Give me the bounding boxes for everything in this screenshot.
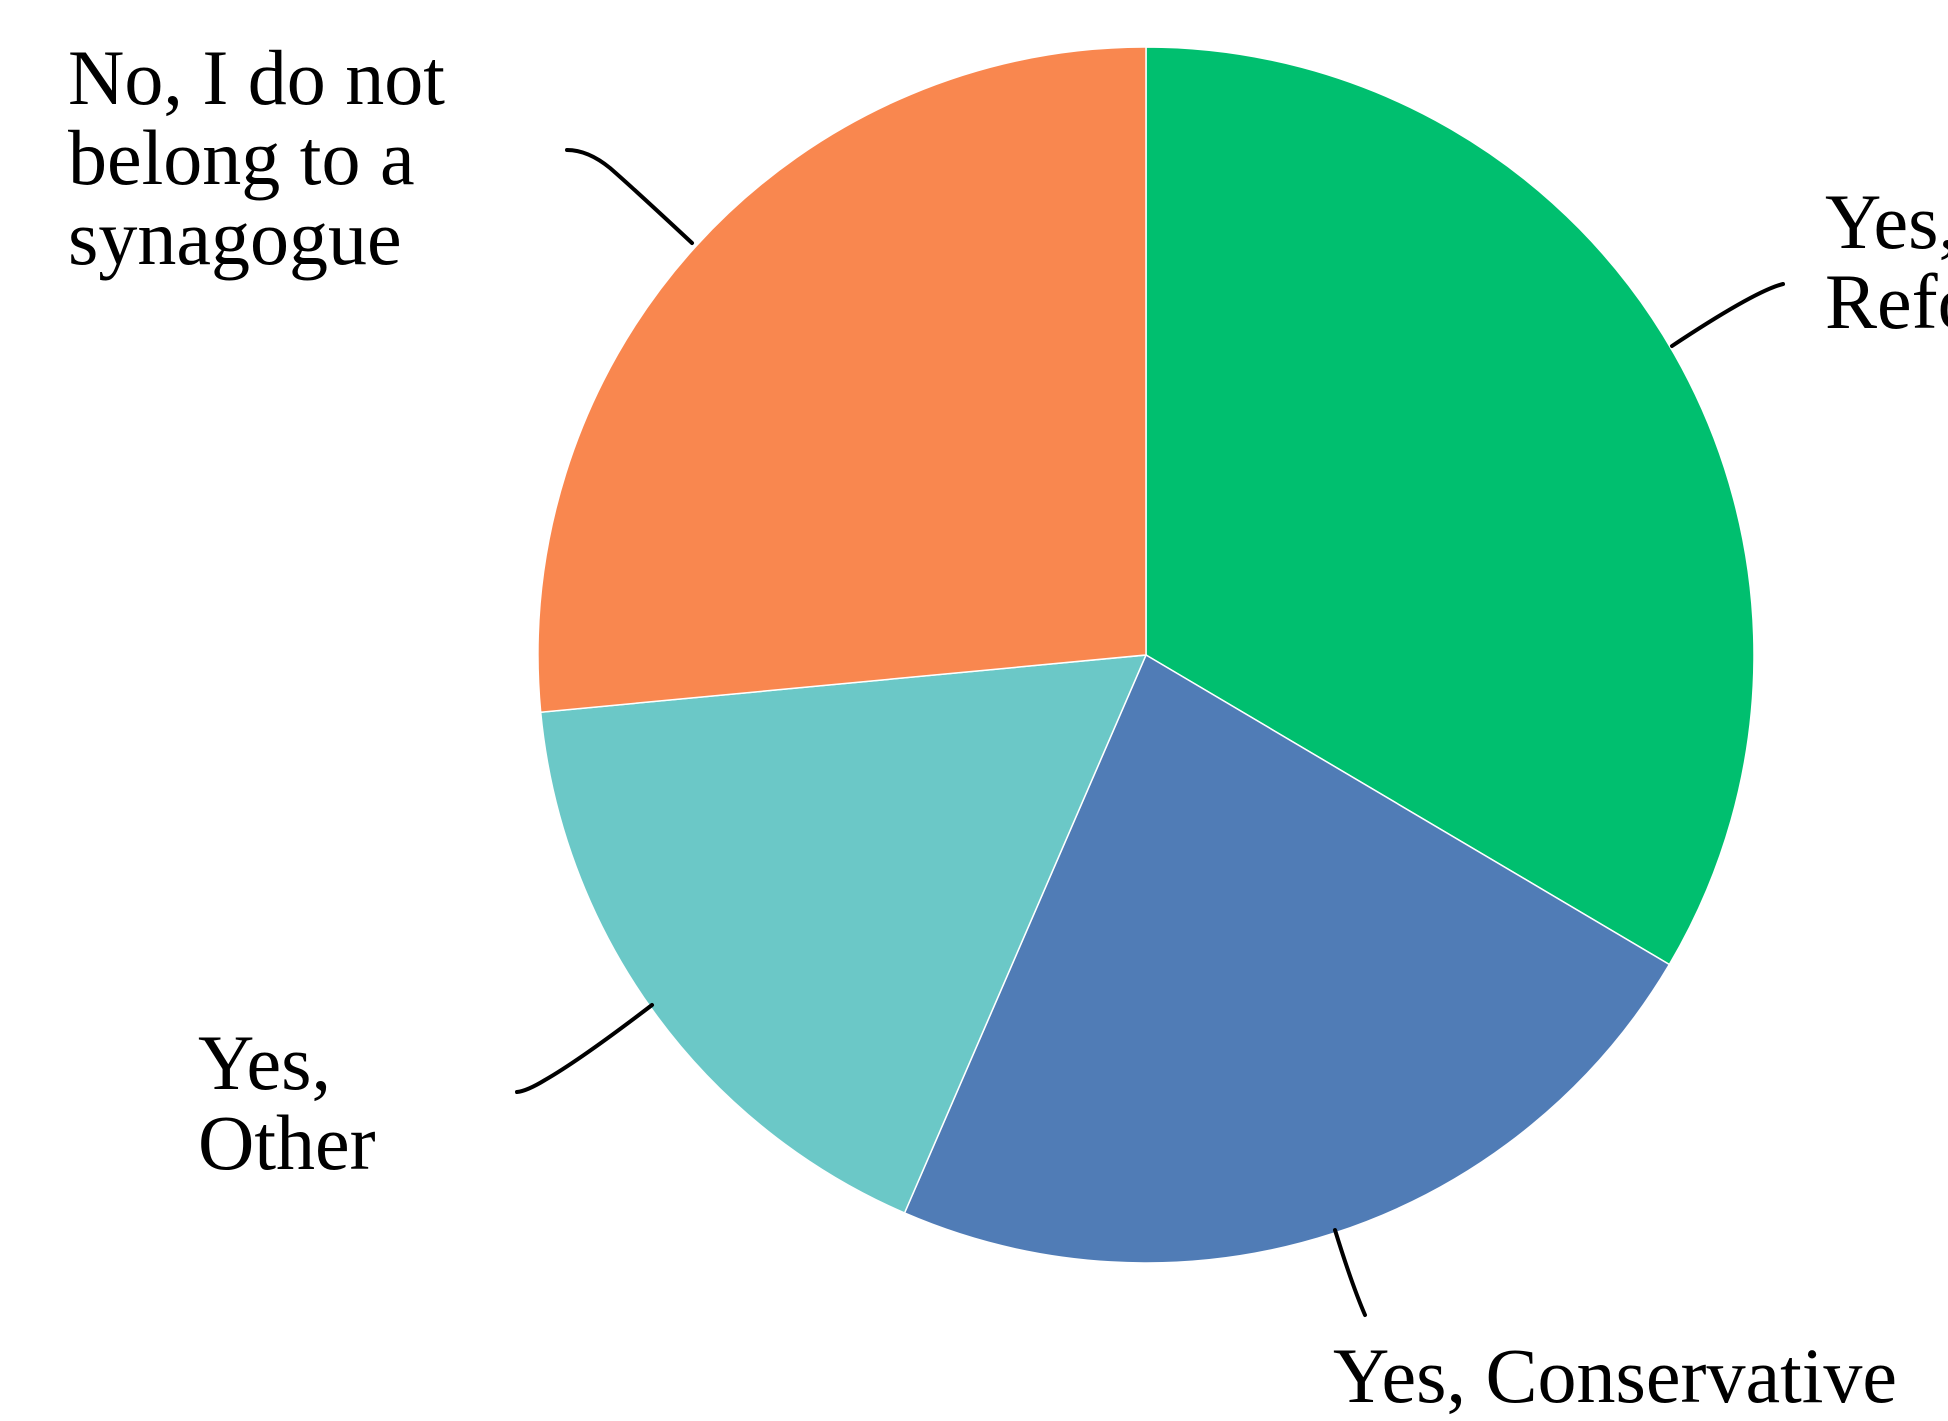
pie-slice-yes-other: [539, 654, 1148, 1214]
slice-label-line: Yes,: [198, 1019, 331, 1106]
slice-label-line: belong to a: [68, 114, 415, 201]
slice-label-line: No, I do not: [68, 34, 445, 121]
leader-line-yes-conservative: [1333, 1228, 1367, 1317]
leader-line-no-i-do-not-belong-to-a-synagogue: [565, 148, 694, 245]
slice-label-no-i-do-not-belong-to-a-synagogue: No, I do not belong to a synagogue: [68, 34, 445, 281]
slice-label-yes-reform: Yes,Reform: [1825, 178, 1948, 345]
slice-labels: Yes,ReformYes, ConservativeYes,OtherNo, …: [68, 34, 1948, 1419]
pie-slice-yes-reform: [1145, 46, 1755, 966]
slice-label-line: Yes, Conservative: [1333, 1332, 1897, 1419]
leader-line-yes-reform: [1670, 282, 1785, 348]
slice-label-line: Other: [198, 1099, 376, 1186]
slice-label-line: synagogue: [68, 194, 402, 281]
slice-label-line: Reform: [1825, 258, 1948, 345]
pie-slice-yes-conservative: [903, 653, 1671, 1264]
leader-line-yes-other: [515, 1003, 654, 1094]
pie-slices: [537, 46, 1755, 1264]
slice-label-line: Yes,: [1825, 178, 1948, 265]
slice-label-yes-conservative: Yes, Conservative: [1333, 1332, 1897, 1419]
slice-label-yes-other: Yes, Other: [198, 1019, 376, 1186]
leader-lines: [515, 148, 1785, 1317]
pie-slice-no-i-do-not-belong-to-a-synagogue: [537, 46, 1147, 714]
